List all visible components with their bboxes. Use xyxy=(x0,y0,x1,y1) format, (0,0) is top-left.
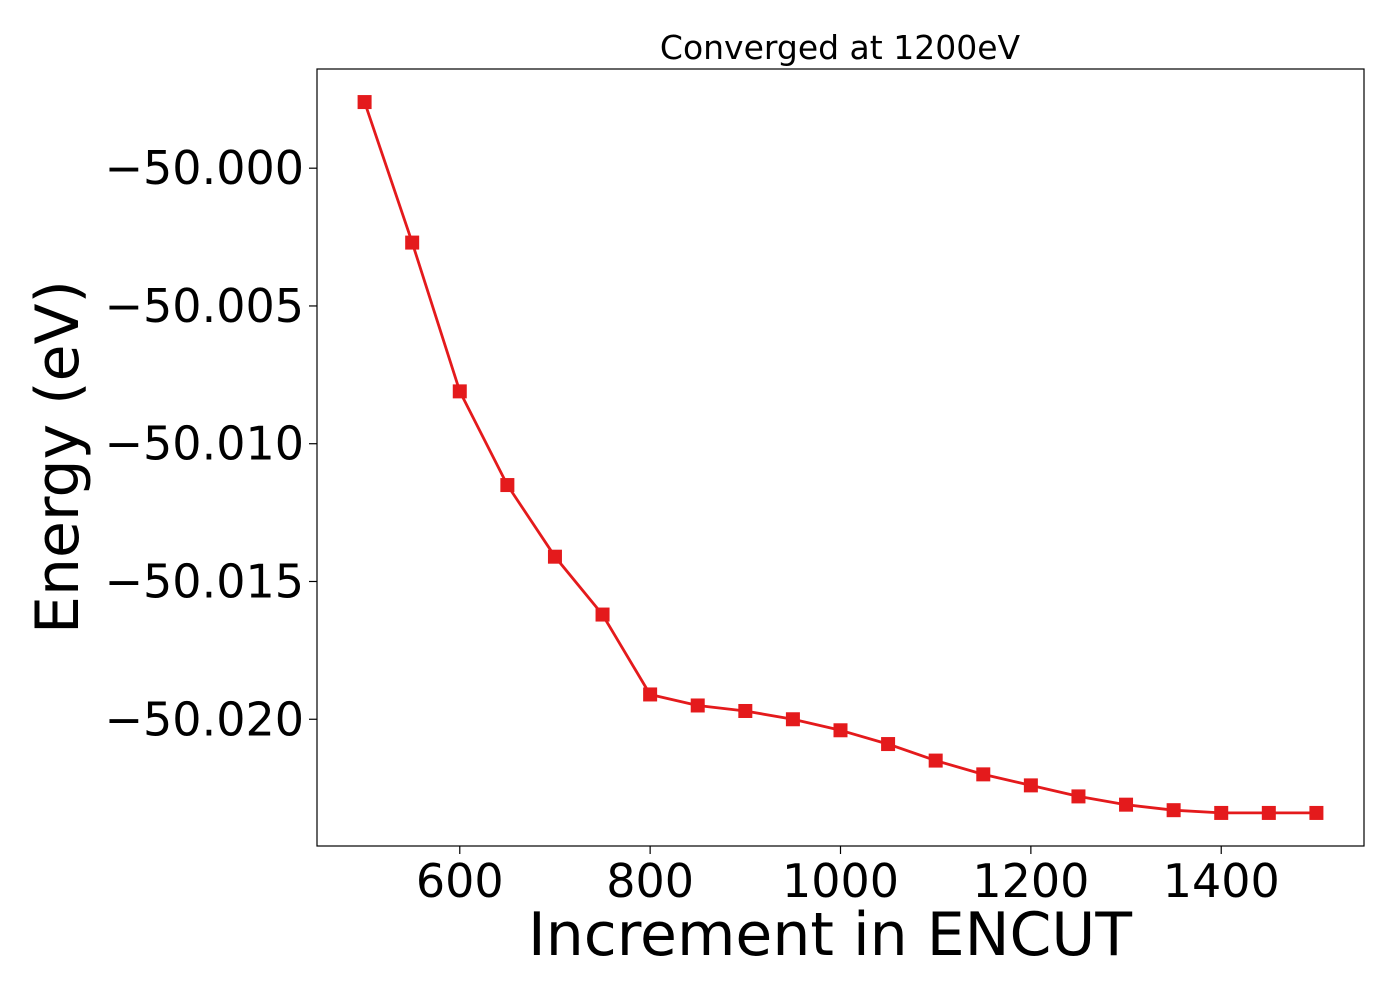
y-tick-label: −50.015 xyxy=(105,554,305,608)
y-tick-label: −50.000 xyxy=(105,141,305,195)
x-tick-label: 1400 xyxy=(1163,854,1280,908)
series-line xyxy=(363,101,1317,815)
data-point xyxy=(405,235,420,250)
x-axis: 600 800 1000 1200 1400 xyxy=(416,846,1280,908)
data-point xyxy=(1214,805,1229,820)
y-tick-label: −50.010 xyxy=(105,417,305,471)
data-point xyxy=(738,703,753,718)
data-point xyxy=(1166,803,1181,818)
data-point xyxy=(1071,789,1086,804)
data-point xyxy=(785,712,800,727)
plot-area xyxy=(357,95,1324,820)
y-axis-label: Energy (eV) xyxy=(23,280,93,634)
data-point xyxy=(976,767,991,782)
data-point xyxy=(595,607,610,622)
x-tick-label: 600 xyxy=(416,854,504,908)
data-point xyxy=(833,723,848,738)
y-tick-label: −50.020 xyxy=(105,692,305,746)
data-point xyxy=(643,687,658,702)
x-tick-label: 1200 xyxy=(972,854,1089,908)
x-tick-label: 1000 xyxy=(782,854,899,908)
data-point xyxy=(1119,797,1134,812)
data-point xyxy=(452,384,467,399)
x-tick-label: 800 xyxy=(606,854,694,908)
data-point xyxy=(357,95,372,110)
data-point xyxy=(547,549,562,564)
chart-title: Converged at 1200eV xyxy=(660,28,1021,67)
x-axis-label: Increment in ENCUT xyxy=(528,900,1132,970)
data-point xyxy=(500,478,515,493)
data-point xyxy=(928,753,943,768)
data-point xyxy=(1309,805,1324,820)
y-axis: −50.000 −50.005 −50.010 −50.015 −50.020 xyxy=(105,141,317,746)
data-point xyxy=(881,737,896,752)
data-point xyxy=(1023,778,1038,793)
data-point xyxy=(1261,805,1276,820)
data-point xyxy=(690,698,705,713)
y-tick-label: −50.005 xyxy=(105,279,305,333)
